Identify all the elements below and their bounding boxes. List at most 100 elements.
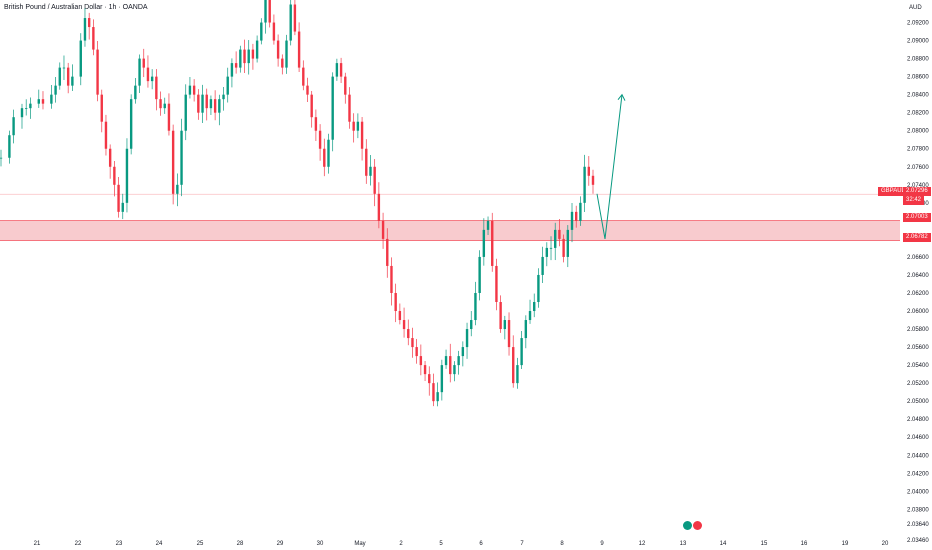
projection-path <box>596 93 626 239</box>
candle-body <box>150 76 154 82</box>
candle-body <box>125 148 129 203</box>
candle-body <box>243 49 246 64</box>
projection-line <box>596 94 623 239</box>
candle-body <box>222 94 225 100</box>
y-tick-label: 2.04000 <box>907 489 929 495</box>
candle-body <box>482 229 486 257</box>
candle-body <box>512 347 515 384</box>
y-tick-label: 2.06000 <box>907 309 929 315</box>
y-tick-label: 2.05800 <box>907 327 929 333</box>
y-tick-label: 2.03800 <box>907 507 929 513</box>
candle-body <box>41 99 45 104</box>
candle-body <box>268 0 271 23</box>
candle-body <box>411 338 414 348</box>
candle-body <box>503 320 507 330</box>
x-tick-label: 7 <box>520 541 524 547</box>
candle-body <box>369 166 372 176</box>
candle-body <box>453 365 456 375</box>
x-tick-label: 2 <box>399 541 403 547</box>
candle-body <box>180 130 183 185</box>
tradingview-logo-icon[interactable] <box>683 521 703 533</box>
candle-body <box>318 130 322 149</box>
x-axis[interactable]: 21 22 23 24 25 28 29 30 May 2 5 6 7 8 9 12 13 14 15 16 19 20 <box>34 541 889 547</box>
candle-body <box>192 85 196 95</box>
y-tick-label: 2.07600 <box>907 165 929 171</box>
candle-body <box>306 85 309 95</box>
candle-body <box>20 108 24 118</box>
candle-body <box>524 320 528 339</box>
candle-body <box>394 292 397 312</box>
candle-body <box>558 229 561 239</box>
x-tick-label: 29 <box>277 541 284 547</box>
y-tick-label: 2.05400 <box>907 363 929 369</box>
y-tick-label: 2.09000 <box>907 39 929 45</box>
candle-body <box>264 0 267 23</box>
candle-body <box>423 365 427 375</box>
candle-body <box>386 238 389 266</box>
candle-body <box>449 356 452 375</box>
y-tick-label: 2.04800 <box>907 417 929 423</box>
candle-body <box>516 365 519 384</box>
candle-body <box>230 63 234 77</box>
candle-body <box>335 63 339 77</box>
candle-body <box>134 85 137 100</box>
x-tick-label: 5 <box>439 541 443 547</box>
candle-body <box>8 135 11 158</box>
y-tick-label: 2.03460 <box>907 538 929 544</box>
candle-body <box>255 40 259 59</box>
candle-body <box>142 58 145 68</box>
y-tick-label: 2.05600 <box>907 345 929 351</box>
y-tick-label: 2.06200 <box>907 291 929 297</box>
candle-body <box>226 76 229 95</box>
chart-title: British Pound / Australian Dollar · 1h ·… <box>4 4 148 11</box>
candle-body <box>96 49 99 95</box>
candle-body <box>348 94 351 122</box>
candle-body <box>415 347 418 357</box>
candle-body <box>478 256 481 293</box>
candle-body <box>470 320 473 330</box>
candle-body <box>545 247 549 257</box>
candle-body <box>247 49 250 64</box>
candle-body <box>117 184 120 212</box>
y-tick-label: 2.08800 <box>907 57 929 63</box>
x-tick-label: 12 <box>639 541 646 547</box>
candle-body <box>444 356 448 366</box>
candle-body <box>129 99 133 149</box>
candle-body <box>87 18 91 28</box>
candle-body <box>29 103 32 109</box>
candle-body <box>419 356 423 366</box>
x-tick-label: 24 <box>156 541 163 547</box>
candle-body <box>218 99 221 113</box>
candle-body <box>176 184 179 194</box>
candle-body <box>428 374 431 384</box>
candle-body <box>213 99 217 113</box>
candle-body <box>50 94 53 104</box>
candle-body <box>155 76 158 100</box>
candle-body <box>209 99 213 109</box>
y-tick-label: 2.04600 <box>907 435 929 441</box>
x-tick-label: 15 <box>761 541 768 547</box>
y-axis[interactable]: 2.09200 2.09000 2.08800 2.08600 2.08400 2.082… <box>907 21 929 544</box>
candles <box>0 0 595 407</box>
candle-body <box>407 329 410 339</box>
candle-body <box>234 63 238 68</box>
candle-body <box>474 292 477 321</box>
y-tick-label: 2.04200 <box>907 471 929 477</box>
candle-body <box>591 175 595 185</box>
x-tick-label: 16 <box>801 541 808 547</box>
candle-body <box>440 365 444 393</box>
candle-body <box>402 320 406 330</box>
y-tick-label: 2.03640 <box>907 522 929 528</box>
y-tick-label: 2.08600 <box>907 75 929 81</box>
candle-body <box>323 148 326 167</box>
candle-body <box>579 202 582 221</box>
candle-body <box>507 320 511 348</box>
candle-body <box>365 148 368 176</box>
y-tick-label: 2.05000 <box>907 399 929 405</box>
candle-body <box>352 121 355 131</box>
x-tick-label: 6 <box>479 541 483 547</box>
candle-body <box>339 63 343 77</box>
candle-body <box>285 40 288 68</box>
candle-body <box>113 166 116 185</box>
